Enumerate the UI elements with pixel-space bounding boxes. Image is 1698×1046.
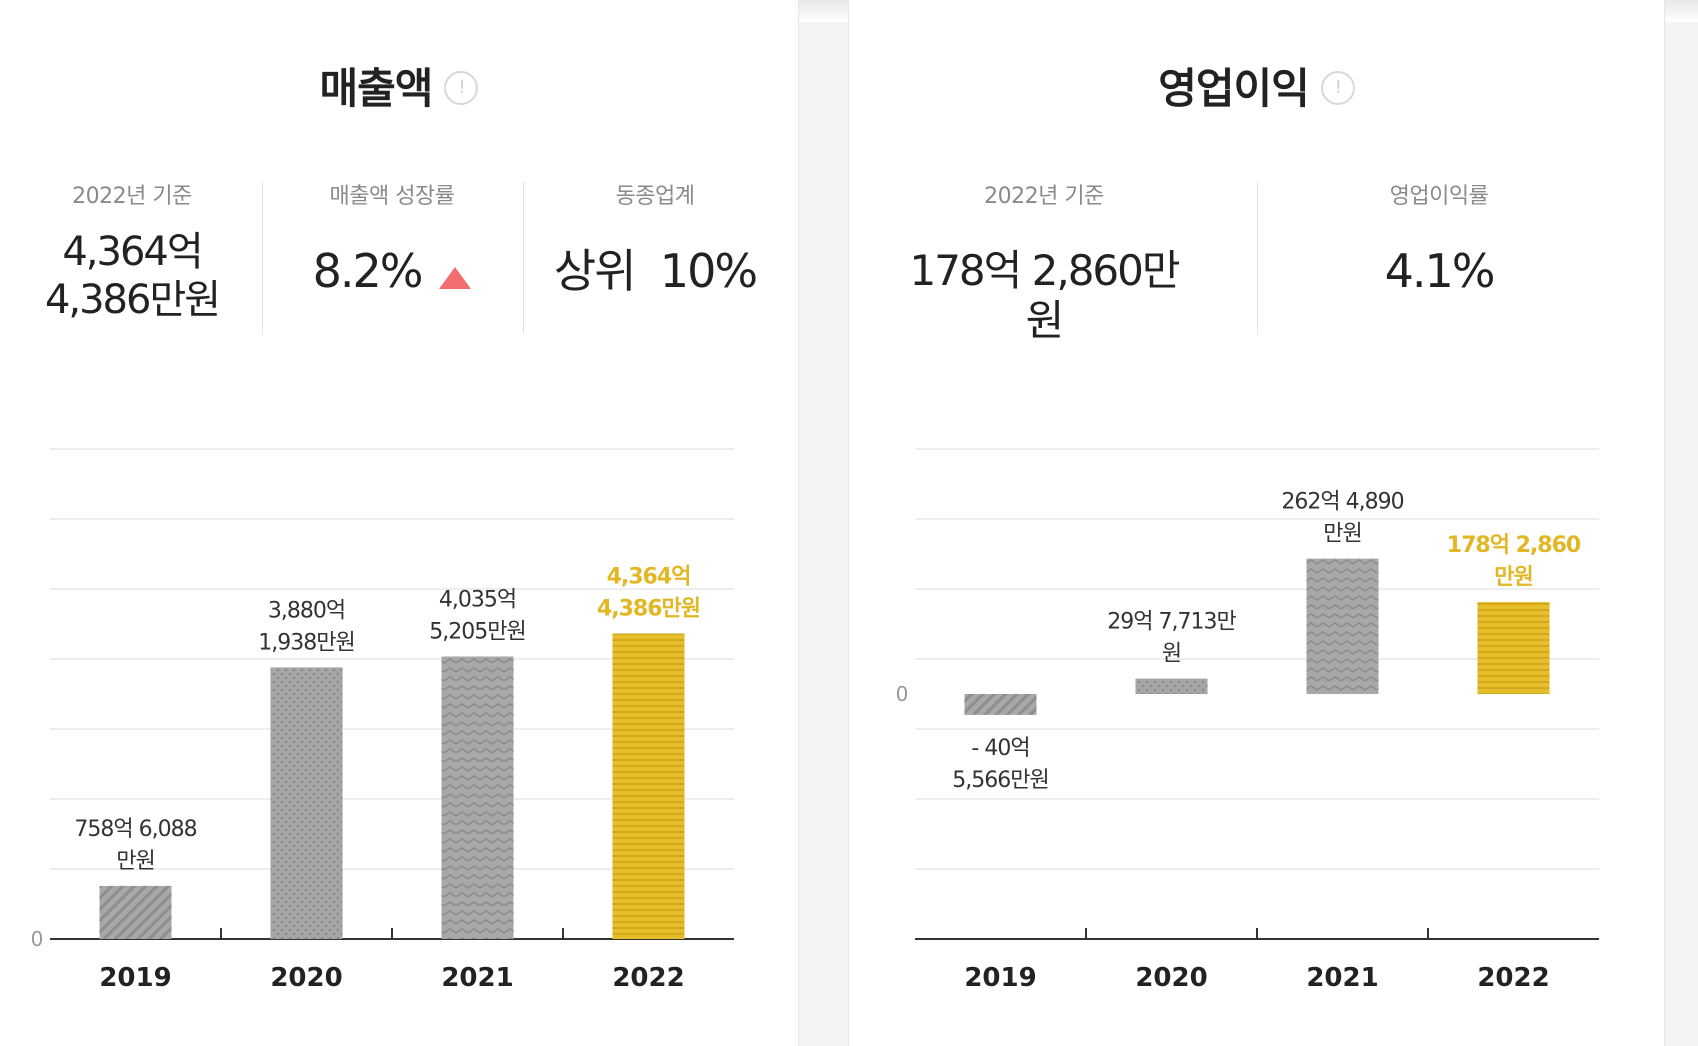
- data-label: 1,938만원: [258, 630, 354, 655]
- data-label: 758억 6,088: [74, 817, 196, 842]
- sales-title: 매출액!: [0, 55, 798, 116]
- data-label: 만원: [116, 849, 154, 874]
- data-label: 만원: [1323, 522, 1361, 547]
- operating-title-text: 영업이익: [1158, 64, 1310, 113]
- x-tick-label: 2020: [1135, 963, 1207, 993]
- stat-label: 동종업계: [615, 184, 695, 209]
- stat-label: 매출액 성장률: [329, 184, 455, 209]
- sales-stat-industry: 동종업계 상위 10%: [535, 178, 775, 296]
- stat-label: 영업이익률: [1389, 184, 1489, 209]
- sales-stat-growth: 매출액 성장률 8.2%: [272, 178, 512, 296]
- stat-label: 2022년 기준: [72, 184, 192, 209]
- data-label: 4,386만원: [597, 596, 700, 621]
- data-label: 29억 7,713만: [1107, 610, 1236, 635]
- x-tick-label: 2022: [612, 963, 684, 993]
- stat-value-line1: 4,364억: [62, 229, 203, 275]
- data-label: 4,035억: [439, 588, 516, 613]
- x-tick-label: 2019: [964, 963, 1036, 993]
- stat-value: 4.1%: [1384, 244, 1496, 298]
- data-label: 5,566만원: [952, 768, 1048, 793]
- data-label: 178억 2,860: [1447, 533, 1581, 558]
- stat-divider: [262, 182, 263, 334]
- sales-title-text: 매출액: [319, 64, 434, 113]
- info-icon[interactable]: !: [444, 70, 479, 105]
- bar-2022: [1477, 602, 1550, 694]
- bar-2021: [1306, 558, 1379, 694]
- zero-tick-label: 0: [896, 682, 909, 706]
- info-icon[interactable]: !: [1320, 70, 1355, 105]
- bar-2019: [99, 885, 172, 939]
- bar-2021: [441, 656, 514, 939]
- growth-value: 8.2%: [312, 244, 424, 298]
- stat-divider: [1257, 182, 1258, 334]
- data-label: - 40억: [971, 736, 1029, 761]
- bar-2022: [612, 633, 685, 939]
- sales-stat-base: 2022년 기준 4,364억 4,386만원: [22, 178, 242, 324]
- operating-stat-base: 2022년 기준 178억 2,860만원: [894, 178, 1194, 346]
- x-tick-label: 2019: [99, 963, 171, 993]
- stat-value: 상위 10%: [553, 244, 758, 298]
- stat-value-line2: 4,386만원: [44, 277, 221, 323]
- stat-value: 8.2%: [272, 246, 512, 296]
- zero-tick-label: 0: [31, 927, 44, 951]
- stat-value: 4,364억 4,386만원: [22, 228, 242, 324]
- stat-label: 2022년 기준: [984, 184, 1104, 209]
- data-label: 4,364억: [607, 564, 691, 589]
- sales-card: 매출액! 2022년 기준 4,364억 4,386만원 매출액 성장률 8.2…: [0, 0, 799, 1046]
- bar-2020: [270, 667, 343, 939]
- data-label: 5,205만원: [429, 620, 525, 645]
- data-label: 262억 4,890: [1281, 490, 1403, 515]
- operating-stat-margin: 영업이익률 4.1%: [1289, 178, 1589, 296]
- data-label: 만원: [1494, 565, 1532, 590]
- bar-2020: [1135, 678, 1208, 694]
- operating-title: 영업이익!: [849, 55, 1664, 116]
- stat-value: 178억 2,860만원: [909, 246, 1180, 345]
- trend-up-icon: [439, 267, 472, 289]
- data-label: 원: [1162, 642, 1181, 667]
- x-tick-label: 2021: [1306, 963, 1378, 993]
- bar-2019: [964, 694, 1037, 715]
- x-tick-label: 2020: [270, 963, 342, 993]
- stat-divider: [523, 182, 524, 334]
- data-label: 3,880억: [268, 598, 345, 623]
- operating-profit-card: 영업이익! 2022년 기준 178억 2,860만원 영업이익률 4.1% 0…: [848, 0, 1665, 1046]
- sales-bar-chart: 0 2019 758억 6,088 만원 2020 3,880억 1,938만원 2021 4,…: [31, 448, 734, 993]
- x-tick-label: 2022: [1477, 963, 1549, 993]
- x-tick-label: 2021: [441, 963, 513, 993]
